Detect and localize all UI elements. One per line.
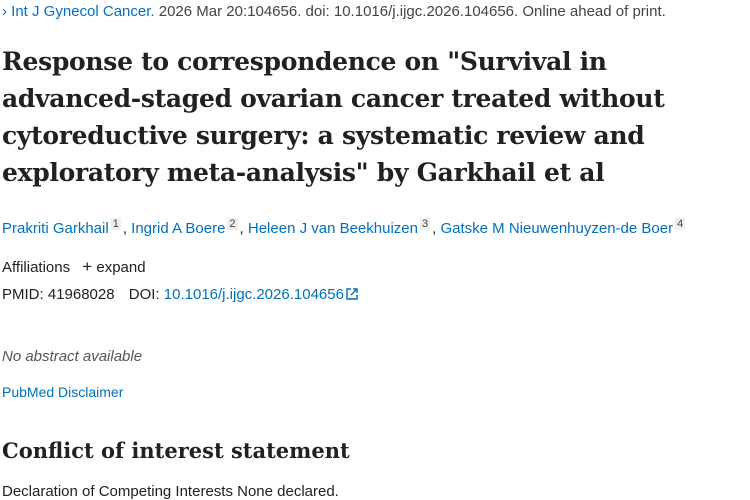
journal-link[interactable]: Int J Gynecol Cancer. xyxy=(11,3,155,20)
pmid-label: PMID: xyxy=(2,286,44,303)
coi-heading: Conflict of interest statement xyxy=(2,438,350,463)
affiliation-ref[interactable]: 1 xyxy=(110,218,121,230)
plus-icon: + xyxy=(82,257,93,276)
citation-details: 2026 Mar 20:104656. doi: 10.1016/j.ijgc.… xyxy=(154,3,666,20)
affiliation-ref[interactable]: 3 xyxy=(420,218,431,230)
author-link[interactable]: Gatske M Nieuwenhuyzen-de Boer xyxy=(440,220,674,237)
no-abstract-notice: No abstract available xyxy=(2,348,143,365)
author-link[interactable]: Ingrid A Boere xyxy=(131,220,226,237)
chevron-right-icon[interactable]: › xyxy=(2,3,7,20)
author-link[interactable]: Heleen J van Beekhuizen xyxy=(247,220,418,237)
pmid-value: 41968028 xyxy=(47,286,115,303)
affiliations-label: Affiliations xyxy=(2,259,71,276)
external-link-icon xyxy=(346,288,358,300)
doi-value: 10.1016/j.ijgc.2026.104656 xyxy=(163,286,344,303)
coi-text: Declaration of Competing Interests None … xyxy=(2,483,339,500)
page-title: Response to correspondence on "Survival … xyxy=(2,47,665,187)
pubmed-disclaimer-link[interactable]: PubMed Disclaimer xyxy=(2,384,124,400)
author-list: Prakriti Garkhail 1, Ingrid A Boere 2, Hel… xyxy=(2,218,686,237)
affiliation-ref[interactable]: 4 xyxy=(675,218,686,230)
affiliation-ref[interactable]: 2 xyxy=(227,218,238,230)
expand-affiliations-button[interactable]: + expand xyxy=(82,257,146,276)
affiliations: Affiliations + expand xyxy=(2,257,146,277)
author-link[interactable]: Prakriti Garkhail xyxy=(2,220,109,237)
identifiers: PMID: 41968028 DOI: 10.1016/j.ijgc.2026.… xyxy=(2,286,358,303)
citation: › Int J Gynecol Cancer. 2026 Mar 20:1046… xyxy=(2,3,666,20)
doi-link[interactable]: 10.1016/j.ijgc.2026.104656 xyxy=(164,286,358,303)
expand-label: expand xyxy=(96,259,146,276)
doi-label: DOI: xyxy=(128,286,160,303)
